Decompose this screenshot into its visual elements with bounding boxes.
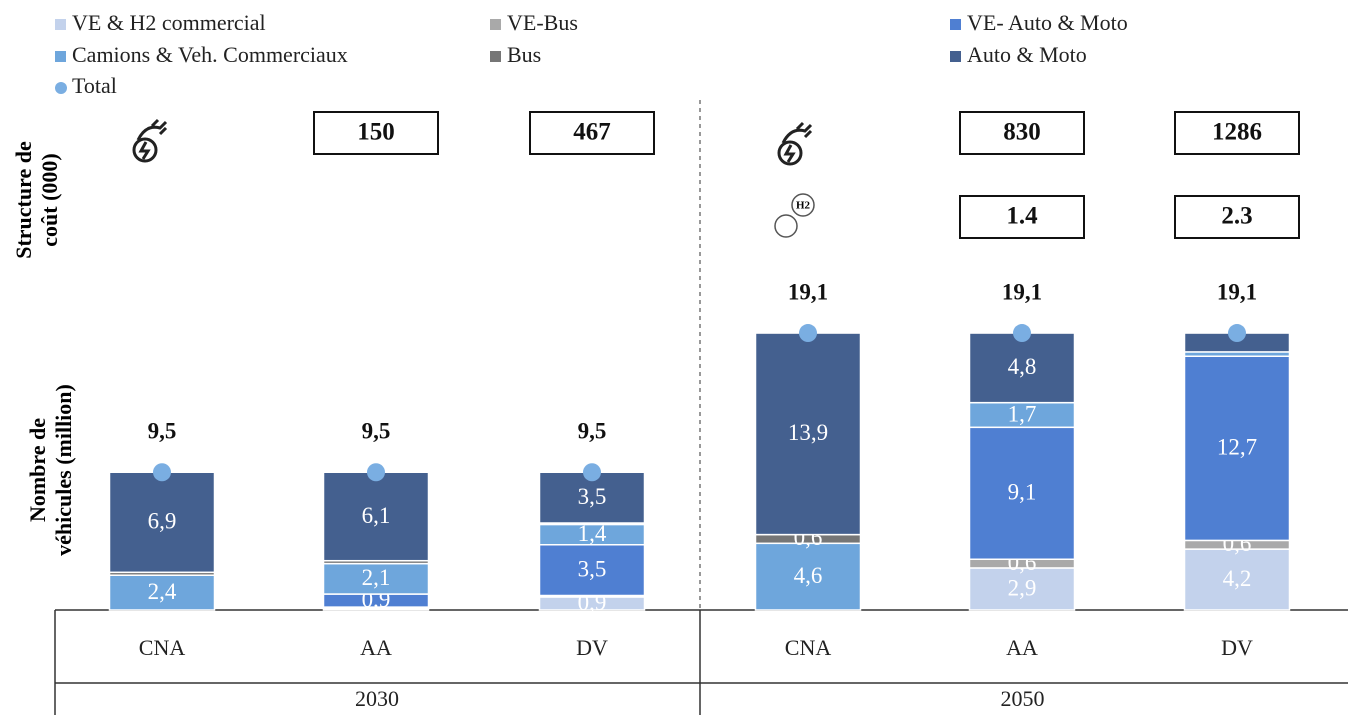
legend-label: Total	[72, 73, 117, 98]
total-marker	[153, 463, 171, 482]
segment-label: 3,5	[578, 556, 607, 581]
x-tick-label: DV	[1221, 635, 1253, 660]
legend-swatch	[55, 51, 66, 62]
legend-swatch	[490, 51, 501, 62]
x-tick-label: DV	[576, 635, 608, 660]
segment-label: 2,1	[362, 565, 391, 590]
legend-swatch	[490, 19, 501, 30]
total-label: 9,5	[578, 419, 607, 444]
total-label: 19,1	[1002, 279, 1042, 304]
legend-label: Bus	[507, 42, 541, 67]
bar-segment	[538, 544, 646, 597]
legend-swatch	[950, 19, 961, 30]
cost-value: 1286	[1212, 119, 1262, 146]
group-label: 2050	[1001, 686, 1045, 711]
axis-label: Structure de	[11, 141, 36, 259]
plug-icon	[132, 118, 168, 163]
total-label: 19,1	[788, 279, 828, 304]
cost-box	[529, 111, 655, 155]
total-marker	[367, 463, 385, 482]
cost-value: 1.4	[1006, 203, 1038, 230]
legend-swatch	[55, 82, 67, 94]
cost-box	[959, 111, 1085, 155]
total-label: 9,5	[362, 419, 391, 444]
bar-segment	[1183, 548, 1291, 611]
bar-segment	[968, 426, 1076, 560]
total-label: 19,1	[1217, 279, 1257, 304]
cost-box	[313, 111, 439, 155]
cost-value: 2.3	[1221, 203, 1252, 230]
bar-segment	[968, 332, 1076, 404]
x-tick-label: AA	[360, 635, 392, 660]
segment-label: 9,1	[1008, 480, 1037, 505]
legend-swatch	[950, 51, 961, 62]
total-marker	[583, 463, 601, 482]
cost-box	[959, 195, 1085, 239]
legend-label: Camions & Veh. Commerciaux	[72, 42, 348, 67]
cost-value: 830	[1003, 119, 1041, 146]
segment-label: 2,9	[1008, 575, 1037, 600]
total-marker	[1228, 324, 1246, 343]
bar-segment	[754, 542, 862, 611]
segment-label: 12,7	[1217, 435, 1257, 460]
cost-value: 150	[357, 119, 395, 146]
legend-label: VE- Auto & Moto	[967, 10, 1128, 35]
cost-box	[1174, 195, 1300, 239]
bar-segment	[968, 567, 1076, 611]
segment-label: 3,5	[578, 484, 607, 509]
plug-icon	[777, 121, 813, 166]
bar-segment	[754, 332, 862, 536]
segment-label: 1,7	[1008, 401, 1037, 426]
x-tick-label: CNA	[139, 635, 186, 660]
table-frame	[54, 609, 1348, 715]
total-marker	[1013, 324, 1031, 343]
x-tick-label: AA	[1006, 635, 1038, 660]
cost-box	[1174, 111, 1300, 155]
segment-label: 4,2	[1223, 566, 1252, 591]
axis-labels: Structure de coût (000) Nombre de véhicu…	[11, 141, 76, 556]
axis-label: Nombre de	[25, 418, 50, 522]
axis-label: coût (000)	[37, 153, 62, 246]
bar-segment	[322, 562, 430, 595]
segment-label: 2,4	[148, 579, 177, 604]
bar-segment	[322, 471, 430, 562]
segment-label: 6,9	[148, 509, 177, 534]
cost-value: 467	[573, 119, 611, 146]
legend-label: Auto & Moto	[967, 42, 1087, 67]
segment-label: 4,8	[1008, 354, 1037, 379]
h2-icon-label: H2	[796, 200, 811, 212]
total-marker	[799, 324, 817, 343]
legend-label: VE & H2 commercial	[72, 10, 266, 35]
legend-swatch	[55, 19, 66, 30]
total-label: 9,5	[148, 419, 177, 444]
h2-icon	[774, 193, 815, 238]
axis-label: véhicules (million)	[51, 384, 76, 556]
segment-label: 4,6	[794, 563, 823, 588]
bar-segment	[108, 471, 216, 574]
segment-label: 13,9	[788, 420, 828, 445]
segment-label: 6,1	[362, 503, 391, 528]
legend-label: VE-Bus	[507, 10, 578, 35]
x-tick-label: CNA	[785, 635, 832, 660]
group-label: 2030	[355, 686, 399, 711]
